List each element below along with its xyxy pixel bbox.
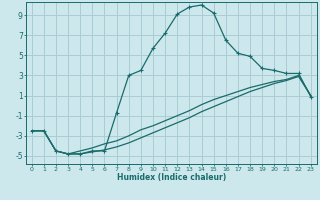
- X-axis label: Humidex (Indice chaleur): Humidex (Indice chaleur): [116, 173, 226, 182]
